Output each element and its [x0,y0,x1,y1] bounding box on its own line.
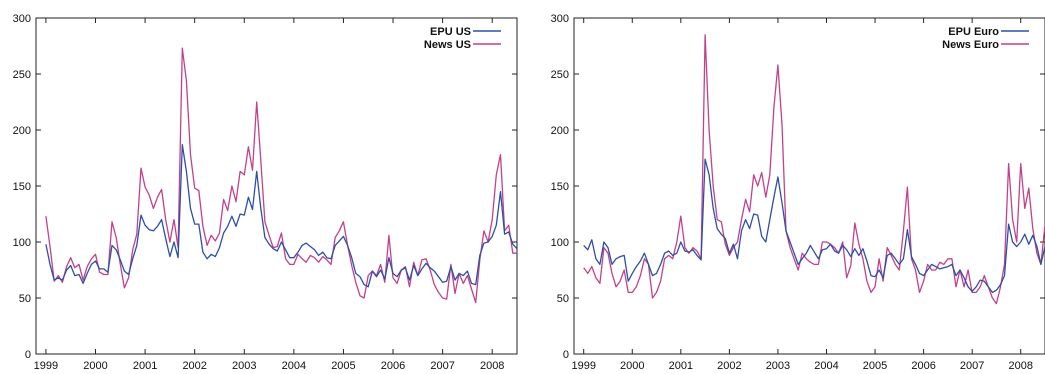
y-tick-label: 200 [13,125,31,137]
x-tick-label: 2003 [232,360,256,372]
x-tick-label: 2007 [430,360,454,372]
x-tick-label: 2007 [960,360,984,372]
plot-frame [35,17,518,355]
y-tick-label: 250 [13,69,31,81]
y-tick-label: 0 [25,349,31,361]
x-tick-label: 2005 [331,360,355,372]
x-tick-label: 2000 [620,360,644,372]
x-tick-label: 1999 [34,360,58,372]
series-line-news-euro [583,34,1045,305]
x-tick-label: 2006 [911,360,935,372]
y-tick-label: 50 [19,293,31,305]
legend-label: EPU US [430,26,471,38]
plot-frame [573,17,1045,355]
series-line-news-us [45,47,517,304]
x-tick-label: 2000 [83,360,107,372]
series-line-epu-us [45,143,518,288]
x-tick-label: 2004 [282,360,306,372]
x-tick-label: 2002 [182,360,206,372]
x-tick-label: 2005 [863,360,887,372]
chart-epu-us: 0 50 100 150 200 250 300 1999 2000 2001 2002 2003 20… [13,13,518,372]
x-tick-label: 2001 [669,360,693,372]
legend-label: EPU Euro [948,26,999,38]
x-tick-label: 2002 [717,360,741,372]
chart-epu-euro: 0 50 100 150 200 250 300 1999 2000 2001 2002 2003 20… [551,13,1045,372]
y-tick-label: 300 [13,13,31,25]
x-tick-label: 2003 [766,360,790,372]
x-tick-label: 2004 [814,360,838,372]
legend-label: News US [424,39,471,51]
series-line-epu-euro [583,158,1045,294]
x-tick-label: 2008 [480,360,504,372]
y-tick-label: 0 [563,349,569,361]
y-tick-label: 50 [557,293,569,305]
y-tick-label: 200 [551,125,569,137]
y-tick-label: 100 [551,237,569,249]
legend-label: News Euro [942,39,999,51]
x-tick-label: 2008 [1008,360,1032,372]
y-tick-label: 300 [551,13,569,25]
x-tick-label: 1999 [571,360,595,372]
y-tick-label: 100 [13,237,31,249]
y-tick-label: 250 [551,69,569,81]
y-tick-label: 150 [551,181,569,193]
x-tick-label: 2006 [381,360,405,372]
y-tick-label: 150 [13,181,31,193]
x-tick-label: 2001 [133,360,157,372]
